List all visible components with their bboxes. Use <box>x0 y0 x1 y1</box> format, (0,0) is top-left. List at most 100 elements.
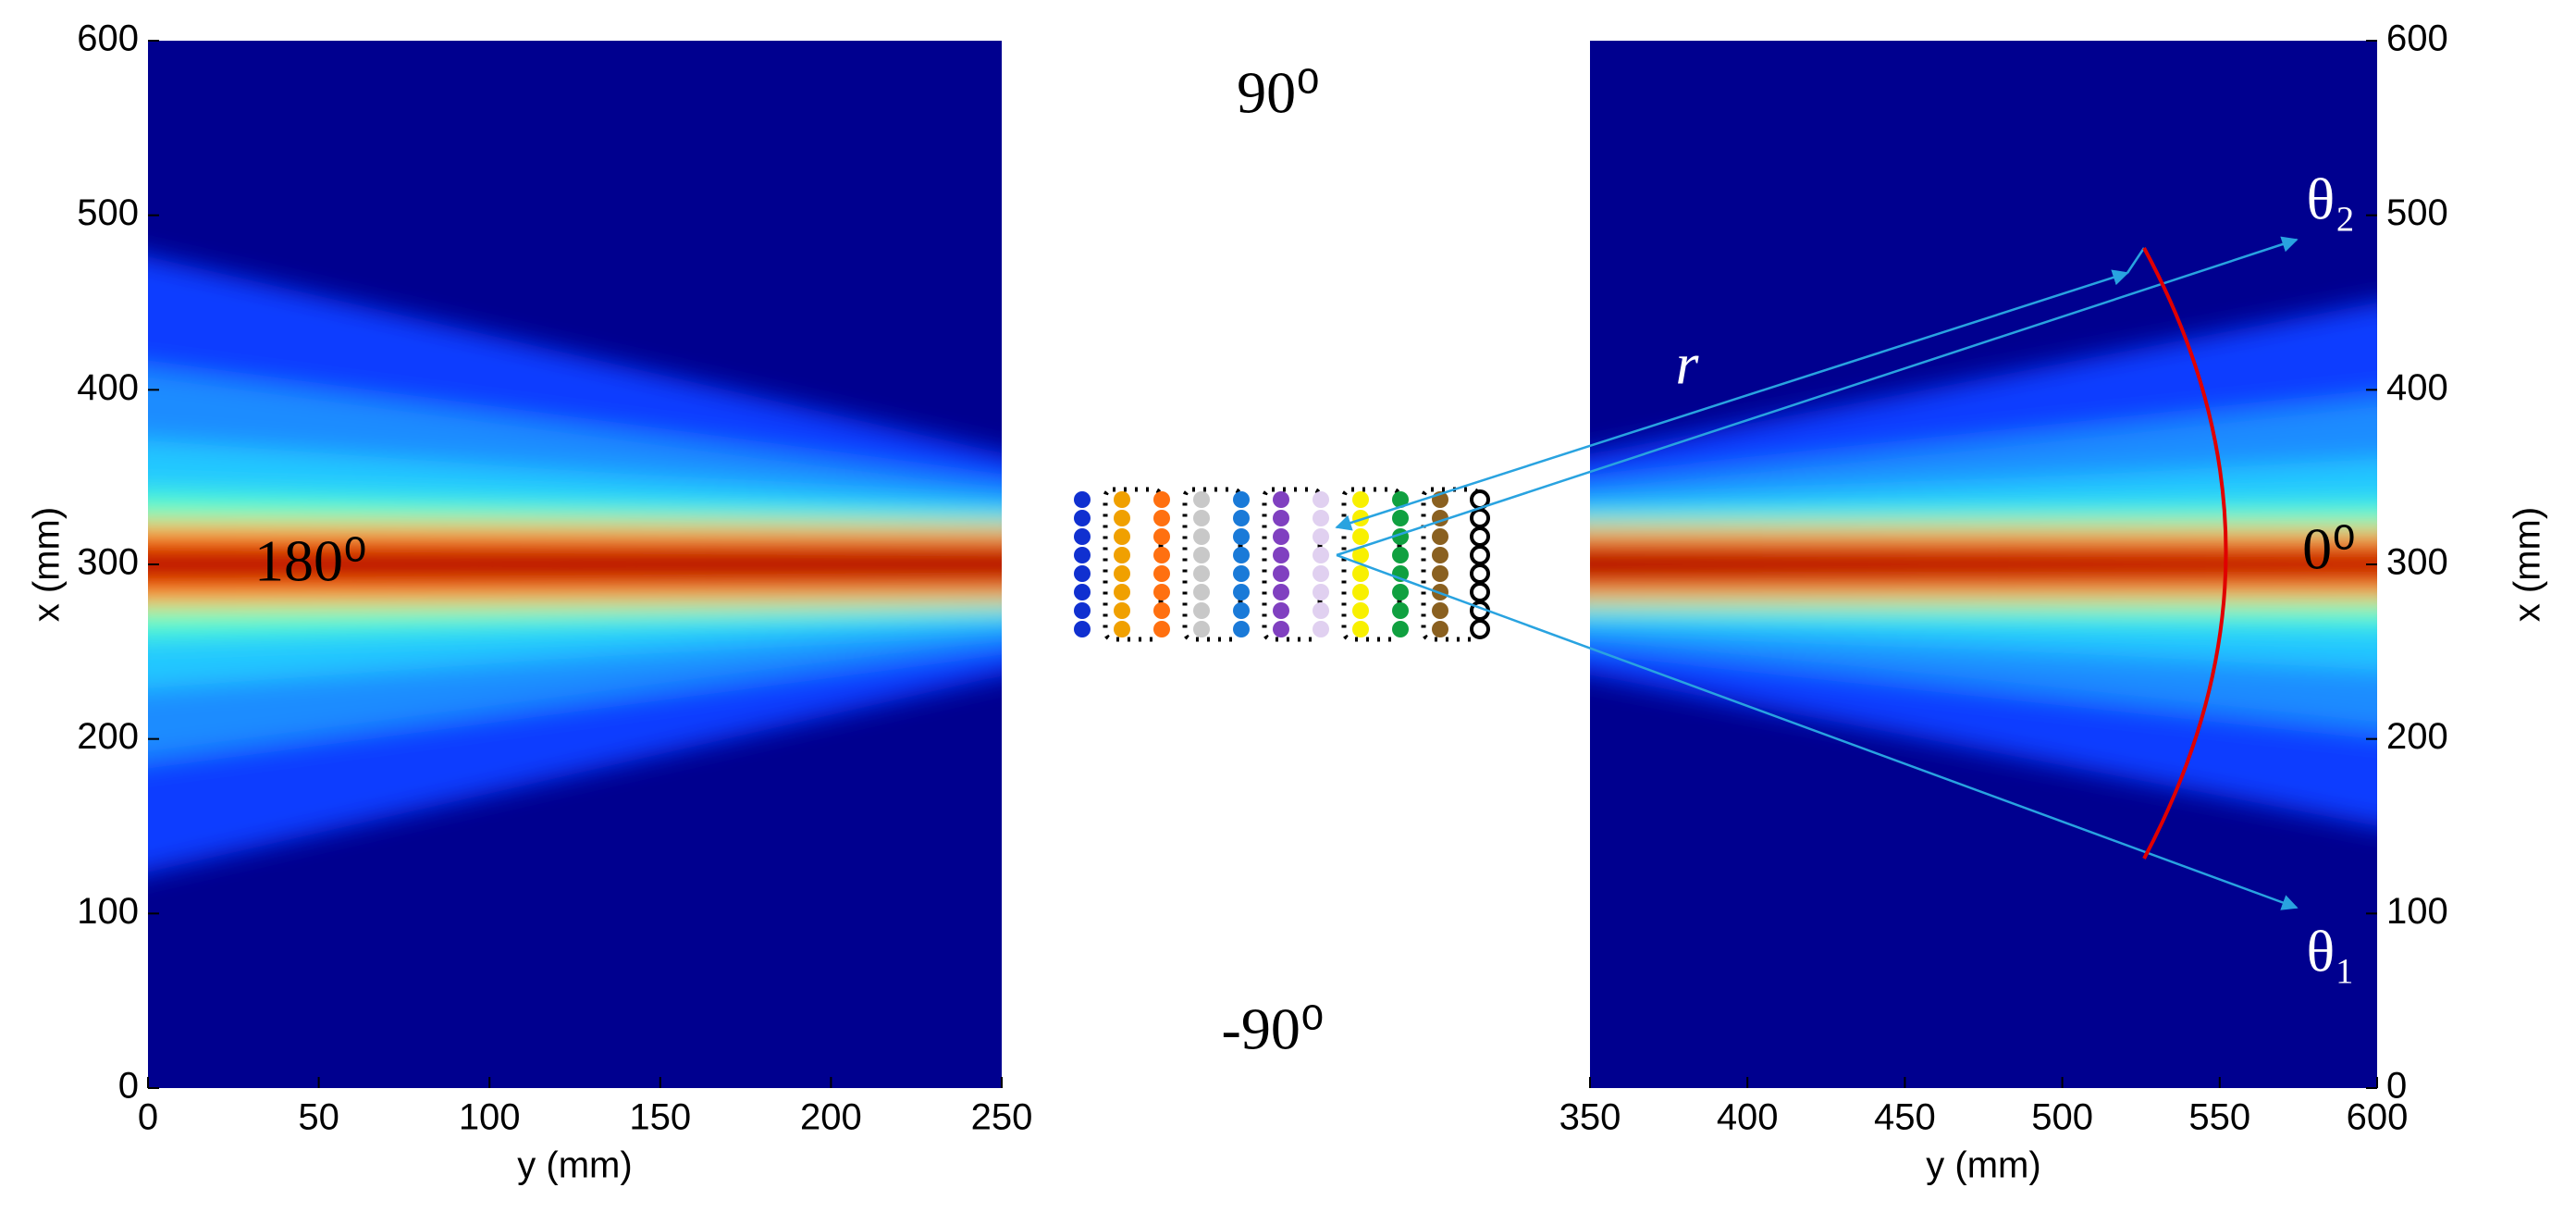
element-dot <box>1074 491 1091 508</box>
element-dot <box>1432 528 1448 545</box>
annotation: 180⁰ <box>254 528 367 594</box>
element-dot <box>1432 565 1448 582</box>
field-beam <box>148 256 1002 872</box>
element-dot <box>1233 565 1250 582</box>
y-tick-label: 400 <box>2386 367 2448 408</box>
beam-layer <box>1590 550 2377 579</box>
element-dot <box>1153 491 1170 508</box>
y-axis-label: x (mm) <box>27 507 68 622</box>
element-dot <box>1313 584 1329 600</box>
element-outline <box>1341 487 1402 642</box>
rays <box>1335 236 2299 910</box>
element-dot <box>1193 510 1210 526</box>
element-dot <box>1392 621 1409 637</box>
beam-layer <box>148 550 1002 579</box>
y-tick-label: 300 <box>77 542 139 583</box>
x-tick-label: 250 <box>971 1097 1033 1138</box>
x-tick-label: 100 <box>459 1097 521 1138</box>
element-dot <box>1233 491 1250 508</box>
element-dot <box>1313 547 1329 563</box>
element-dot <box>1470 545 1490 565</box>
y-tick-label: 600 <box>77 19 139 59</box>
x-tick-label: 350 <box>1559 1097 1621 1138</box>
element-outline <box>1182 487 1243 642</box>
element-dot <box>1114 528 1130 545</box>
antenna-array <box>1074 487 1490 642</box>
element-dot <box>1114 565 1130 582</box>
heatmap-panel: 0 50 100 150 200 250 0 100 200 300 400 500 600 y (mm)… <box>27 19 1033 1186</box>
element-dot <box>1153 528 1170 545</box>
element-dot <box>1233 510 1250 526</box>
element-dot <box>1432 621 1448 637</box>
x-tick-label: 150 <box>629 1097 691 1138</box>
x-tick-label: 550 <box>2188 1097 2250 1138</box>
element-dot <box>1392 584 1409 600</box>
x-tick-label: 400 <box>1717 1097 1779 1138</box>
element-dot <box>1153 584 1170 600</box>
element-dot <box>1273 547 1289 563</box>
element-dot <box>1074 528 1091 545</box>
y-tick-label: 100 <box>2386 891 2448 932</box>
element-dot <box>1233 547 1250 563</box>
angle-arc <box>2142 247 2228 860</box>
element-dot <box>1114 584 1130 600</box>
element-dot <box>1470 563 1490 584</box>
radius-arrow <box>1335 269 2129 531</box>
angle-label: -90⁰ <box>1222 996 1325 1062</box>
element-dot <box>1313 510 1329 526</box>
angle-label: 90⁰ <box>1237 60 1320 126</box>
element-dot <box>1153 602 1170 619</box>
element-dot <box>1352 528 1369 545</box>
element-dot <box>1313 528 1329 545</box>
x-axis-label: y (mm) <box>1926 1145 2040 1186</box>
ray-theta1 <box>1336 553 2299 910</box>
element-dot <box>1273 510 1289 526</box>
element-dot <box>1313 602 1329 619</box>
element-dot <box>1273 528 1289 545</box>
y-tick-label: 0 <box>118 1066 139 1107</box>
element-dot <box>1114 510 1130 526</box>
element-dot <box>1114 491 1130 508</box>
element-dot <box>1193 584 1210 600</box>
element-dot <box>1193 547 1210 563</box>
y-tick-label: 500 <box>2386 192 2448 233</box>
element-dot <box>1193 565 1210 582</box>
element-dot <box>1352 602 1369 619</box>
element-dot <box>1432 547 1448 563</box>
element-dot <box>1470 582 1490 602</box>
element-dot <box>1392 547 1409 563</box>
element-outline <box>1262 487 1323 642</box>
annotation: θ₁ <box>2307 919 2356 984</box>
y-tick-label: 600 <box>2386 19 2448 59</box>
element-dot <box>1470 508 1490 528</box>
field <box>148 256 1002 872</box>
element-dot <box>1352 584 1369 600</box>
element-dot <box>1313 565 1329 582</box>
element-dot <box>1273 565 1289 582</box>
element-dot <box>1273 602 1289 619</box>
element-dot <box>1074 621 1091 637</box>
annotation: θ₂ <box>2307 167 2356 232</box>
y-tick-label: 300 <box>2386 542 2448 583</box>
element-outline <box>1103 487 1164 642</box>
element-dot <box>1193 621 1210 637</box>
element-dot <box>1114 602 1130 619</box>
element-dot <box>1233 584 1250 600</box>
element-dot <box>1193 528 1210 545</box>
element-dot <box>1432 602 1448 619</box>
y-tick-label: 100 <box>77 891 139 932</box>
element-dot <box>1114 547 1130 563</box>
element-dot <box>1273 584 1289 600</box>
radius-cap <box>2126 247 2146 274</box>
x-tick-label: 0 <box>138 1097 158 1138</box>
y-tick-label: 200 <box>2386 716 2448 757</box>
y-tick-label: 200 <box>77 716 139 757</box>
x-tick-label: 50 <box>298 1097 339 1138</box>
element-dot <box>1193 491 1210 508</box>
element-dot <box>1114 621 1130 637</box>
element-dot <box>1470 526 1490 547</box>
element-dot <box>1074 510 1091 526</box>
panels: 0 50 100 150 200 250 0 100 200 300 400 500 600 y (mm)… <box>27 19 2548 1186</box>
